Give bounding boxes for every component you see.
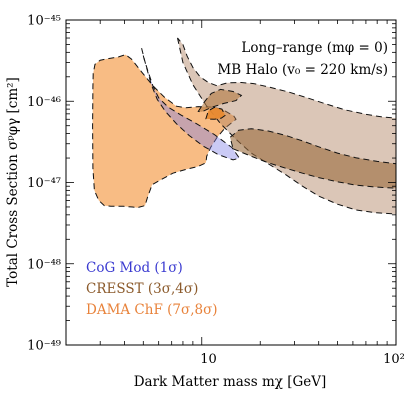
- x-tick-label-100: 10²: [383, 352, 405, 367]
- annotation-long-range: Long–range (mφ = 0): [241, 40, 388, 56]
- annotation-mb-halo: MB Halo (v₀ = 220 km/s): [217, 62, 388, 78]
- legend-entry-dama: DAMA ChF (7σ,8σ): [86, 302, 218, 318]
- plot-regions: [92, 37, 396, 215]
- y-tick-label-1e-45: 10⁻⁴⁵: [27, 14, 61, 29]
- region-cresst-3-upper-island: [197, 88, 243, 113]
- y-tick-label-1e-46: 10⁻⁴⁶: [27, 95, 61, 110]
- x-axis-title: Dark Matter mass mχ [GeV]: [134, 374, 327, 390]
- y-tick-label-1e-48: 10⁻⁴⁸: [27, 257, 61, 272]
- region-cog-mod-1: [141, 48, 241, 161]
- axis-ticks: [65, 19, 397, 346]
- legend-entry-cresst: CRESST (3σ,4σ): [86, 281, 198, 297]
- region-dama-chf-8: [92, 54, 237, 209]
- y-tick-label-1e-47: 10⁻⁴⁷: [27, 176, 61, 191]
- legend: CoG Mod (1σ) CRESST (3σ,4σ) DAMA ChF (7σ…: [86, 260, 218, 318]
- legend-entry-cogent: CoG Mod (1σ): [86, 260, 183, 276]
- region-dama-chf-7: [205, 106, 226, 120]
- x-tick-label-10: 10: [200, 352, 217, 367]
- y-axis-title: Total Cross Section σᵖφγ [cm²]: [5, 77, 21, 287]
- region-cresst-3: [229, 128, 396, 189]
- y-tick-label-1e-49: 10⁻⁴⁹: [27, 339, 61, 354]
